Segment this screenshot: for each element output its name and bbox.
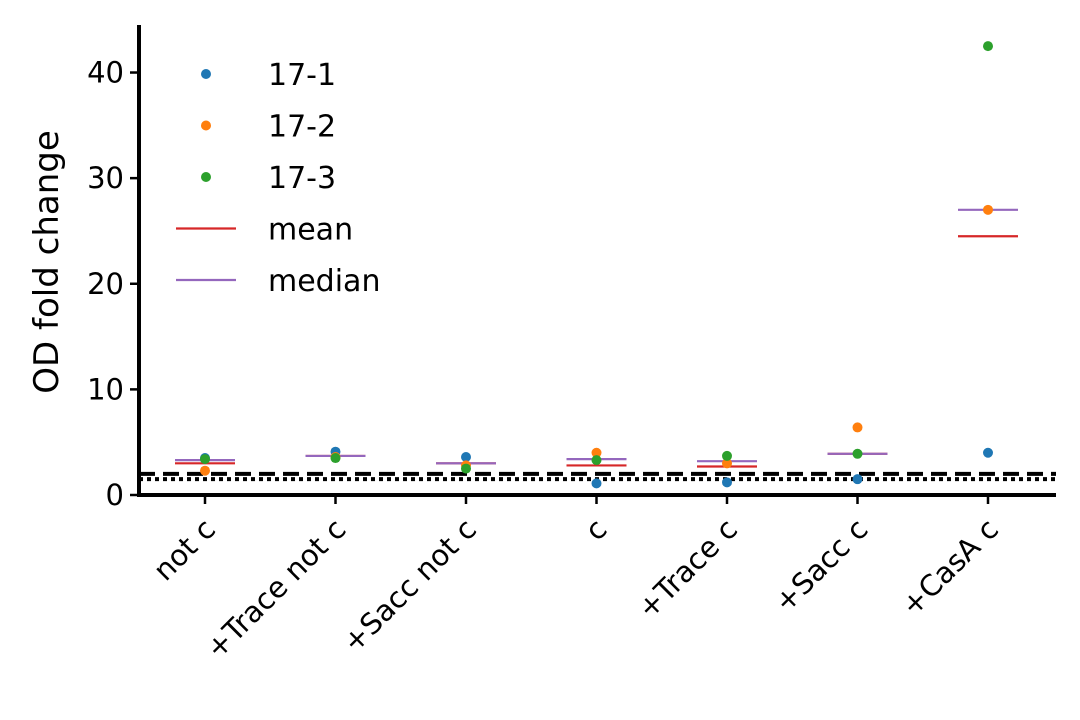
legend-label-mean: mean [268,213,353,248]
y-axis-label: OD fold change [27,130,67,393]
point-17-1 [852,474,863,485]
point-17-3 [591,455,602,466]
point-17-3 [983,41,993,52]
point-17-2 [852,422,863,433]
y-tick-label: 0 [106,478,124,512]
legend-marker-17-3 [201,172,211,182]
x-tick-label: +Trace not c [199,512,353,666]
point-17-3 [200,454,210,465]
y-tick-label: 30 [87,161,124,195]
x-tick-label: +CasA c [894,512,1005,623]
axes [137,25,1056,497]
point-17-2 [591,447,602,458]
legend-marker-17-2 [201,120,211,131]
point-17-1 [722,477,732,488]
point-17-1 [983,447,993,458]
point-17-1 [461,451,471,462]
point-17-2 [983,204,993,215]
point-17-2 [722,458,732,469]
x-ticks: not c+Trace not c+Sacc not c c +Trace c +Sa… [147,495,1005,665]
y-tick-label: 20 [87,267,124,301]
y-tick-label: 40 [87,56,124,90]
reference-lines [139,471,1056,482]
point-17-2 [200,465,210,476]
point-17-3 [330,453,341,464]
legend-label-median: median [268,264,380,299]
point-17-1 [591,478,602,489]
x-tick-label: c [578,512,613,547]
stat-lines [175,208,1018,468]
x-tick-label: +Sacc not c [336,512,483,659]
legend-label-17-1: 17-1 [268,58,336,93]
point-17-3 [461,463,471,474]
legend-label-17-2: 17-2 [268,110,336,145]
x-tick-label: +Trace c [631,512,744,625]
legend: 17-1 17-2 17-3 mean median [176,58,380,299]
y-ticks: 0 10 20 30 40 [87,56,139,512]
point-17-3 [852,448,863,459]
legend-marker-17-1 [201,69,211,79]
x-tick-label: not c [147,512,222,587]
x-tick-label: +Sacc c [767,512,874,619]
y-tick-label: 10 [87,372,124,406]
point-17-3 [722,450,732,461]
legend-label-17-3: 17-3 [268,161,336,196]
data-points [200,41,993,489]
